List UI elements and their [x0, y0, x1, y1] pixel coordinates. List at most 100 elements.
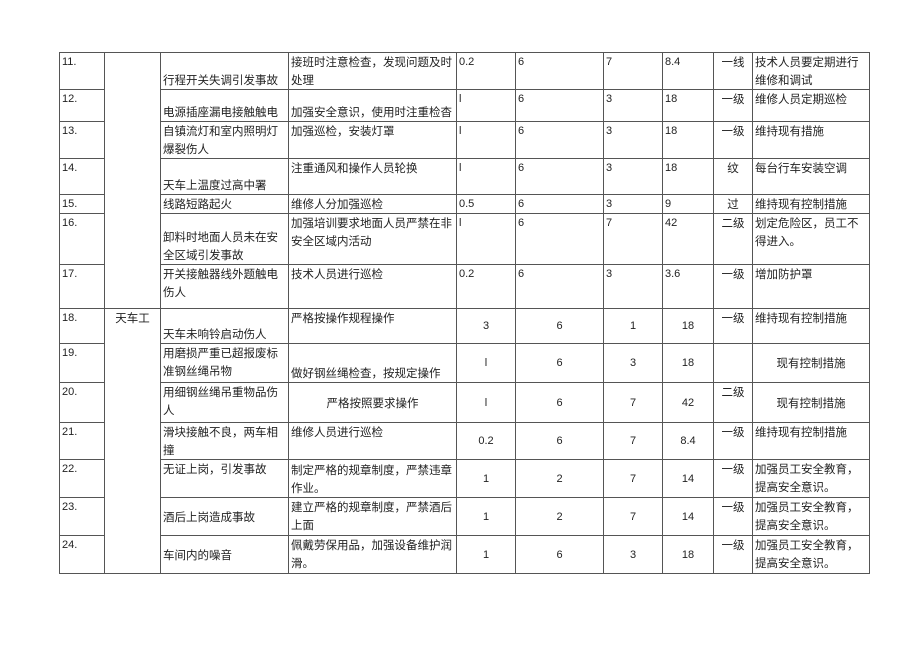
risk-level: 一级: [713, 308, 753, 344]
likelihood-l: l: [456, 343, 516, 383]
consequence-c: 3: [603, 158, 663, 195]
risk-score-d: 18: [662, 535, 714, 574]
risk-level: 二级: [713, 382, 753, 423]
exposure-e: 6: [515, 121, 604, 159]
risk-score-d: 3.6: [662, 264, 714, 309]
likelihood-l: 0.5: [456, 194, 516, 214]
consequence-c: 3: [603, 264, 663, 309]
risk-level: 一级: [713, 89, 753, 122]
control-measure: 加强安全意识，使用时注重检杳: [288, 89, 457, 122]
hazard: 开关接触器线外题触电伤人: [160, 264, 289, 309]
risk-score-d: 14: [662, 459, 714, 498]
control-measure: 接班时注意检查，发现问题及时处理: [288, 52, 457, 90]
exposure-e: 6: [515, 213, 604, 265]
recommended-control: 加强员工安全教育，提高安全意识。: [752, 535, 870, 574]
row-number: 20.: [59, 382, 105, 423]
consequence-c: 1: [603, 308, 663, 344]
consequence-c: 7: [603, 497, 663, 536]
likelihood-l: l: [456, 158, 516, 195]
exposure-e: 6: [515, 422, 604, 460]
recommended-control: 现有控制措施: [752, 382, 870, 423]
hazard: 酒后上岗造成事故: [160, 497, 289, 536]
likelihood-l: 3: [456, 308, 516, 344]
risk-score-d: 18: [662, 158, 714, 195]
table-row: 17. 开关接触器线外题触电伤人 技术人员进行巡检 0.2 6 3 3.6 一级 增加防护罩: [59, 264, 870, 309]
control-measure: 维修人员进行巡检: [288, 422, 457, 460]
table-row: 14. 天车上温度过高中署 注重通风和操作人员轮换 l 6 3 18 纹每台行车安装空调: [59, 158, 870, 195]
row-number: 14.: [59, 158, 105, 195]
likelihood-l: l: [456, 89, 516, 122]
consequence-c: 3: [603, 343, 663, 383]
control-measure: 做好钢丝绳检查，按规定操作: [288, 343, 457, 383]
control-measure: 维修人分加强巡检: [288, 194, 457, 214]
risk-score-d: 18: [662, 89, 714, 122]
risk-score-d: 18: [662, 343, 714, 383]
row-number: 24.: [59, 535, 105, 574]
exposure-e: 6: [515, 158, 604, 195]
consequence-c: 7: [603, 459, 663, 498]
table-row: 13. 自镇流灯和室内照明灯爆裂伤人 加强巡检，安装灯罩 l 6 3 18 一级 维持现有措施: [59, 121, 870, 159]
risk-level: 一级: [713, 121, 753, 159]
likelihood-l: 1: [456, 459, 516, 498]
recommended-control: 加强员工安全教育，提高安全意识。: [752, 497, 870, 536]
hazard: 天车上温度过高中署: [160, 158, 289, 195]
job-type: [104, 52, 161, 309]
recommended-control: 现有控制措施: [752, 343, 870, 383]
row-number: 18.: [59, 308, 105, 344]
exposure-e: 2: [515, 459, 604, 498]
row-number: 17.: [59, 264, 105, 309]
table-row: 16. 卸料时地面人员未在安全区域引发事故 加强培训要求地面人员严禁在非安全区域内活…: [59, 213, 870, 265]
consequence-c: 3: [603, 89, 663, 122]
control-measure: 佩戴劳保用品，加强设备维护润滑。: [288, 535, 457, 574]
row-number: 13.: [59, 121, 105, 159]
control-measure: 制定严格的规章制度，严禁违章作业。: [288, 459, 457, 498]
likelihood-l: 0.2: [456, 422, 516, 460]
exposure-e: 6: [515, 194, 604, 214]
control-measure: 严格按照要求操作: [288, 382, 457, 423]
risk-score-d: 14: [662, 497, 714, 536]
likelihood-l: l: [456, 382, 516, 423]
job-type: 天车工: [104, 308, 161, 574]
hazard: 卸料时地面人员未在安全区域引发事故: [160, 213, 289, 265]
hazard: 自镇流灯和室内照明灯爆裂伤人: [160, 121, 289, 159]
consequence-c: 3: [603, 535, 663, 574]
row-number: 12.: [59, 89, 105, 122]
risk-assessment-table: 11. 行程开关失调引发事故 接班时注意检查，发现问题及时处理 0.2 6 7 8.4 一线技…: [59, 52, 870, 574]
table-row: 19. 用磨损严重已超报废标准钢丝绳吊物 做好钢丝绳检查，按规定操作 l 6 3 18 现有控…: [59, 343, 870, 383]
consequence-c: 7: [603, 52, 663, 90]
recommended-control: 加强员工安全教育，提高安全意识。: [752, 459, 870, 498]
exposure-e: 6: [515, 308, 604, 344]
consequence-c: 3: [603, 194, 663, 214]
hazard: 天车未响铃启动伤人: [160, 308, 289, 344]
table-row: 21. 滑块接触不良，两车相撞 维修人员进行巡检 0.2 6 7 8.4 一级 维持现有控制措施: [59, 422, 870, 460]
risk-level: 一级: [713, 497, 753, 536]
likelihood-l: 1: [456, 497, 516, 536]
control-measure: 建立严格的规章制度，严禁酒后上面: [288, 497, 457, 536]
hazard: 无证上岗，引发事故: [160, 459, 289, 498]
risk-score-d: 18: [662, 121, 714, 159]
likelihood-l: l: [456, 121, 516, 159]
risk-level: 一线: [713, 52, 753, 90]
likelihood-l: 1: [456, 535, 516, 574]
recommended-control: 增加防护罩: [752, 264, 870, 309]
table-row: 23. 酒后上岗造成事故 建立严格的规章制度，严禁酒后上面 1 2 7 14 一级 加强员工安全…: [59, 497, 870, 536]
risk-level: 一级: [713, 459, 753, 498]
exposure-e: 6: [515, 89, 604, 122]
hazard: 用磨损严重已超报废标准钢丝绳吊物: [160, 343, 289, 383]
risk-level: 过: [713, 194, 753, 214]
hazard: 行程开关失调引发事故: [160, 52, 289, 90]
row-number: 22.: [59, 459, 105, 498]
table-row: 24. 车间内的噪音 佩戴劳保用品，加强设备维护润滑。 1 6 3 18 一级 加强员工安全教育…: [59, 535, 870, 574]
recommended-control: 维持现有措施: [752, 121, 870, 159]
exposure-e: 6: [515, 382, 604, 423]
risk-score-d: 8.4: [662, 422, 714, 460]
likelihood-l: 0.2: [456, 264, 516, 309]
risk-score-d: 8.4: [662, 52, 714, 90]
consequence-c: 7: [603, 382, 663, 423]
risk-score-d: 42: [662, 213, 714, 265]
risk-level: 纹: [713, 158, 753, 195]
hazard: 滑块接触不良，两车相撞: [160, 422, 289, 460]
consequence-c: 7: [603, 422, 663, 460]
risk-level: [713, 343, 753, 383]
hazard: 线路短路起火: [160, 194, 289, 214]
